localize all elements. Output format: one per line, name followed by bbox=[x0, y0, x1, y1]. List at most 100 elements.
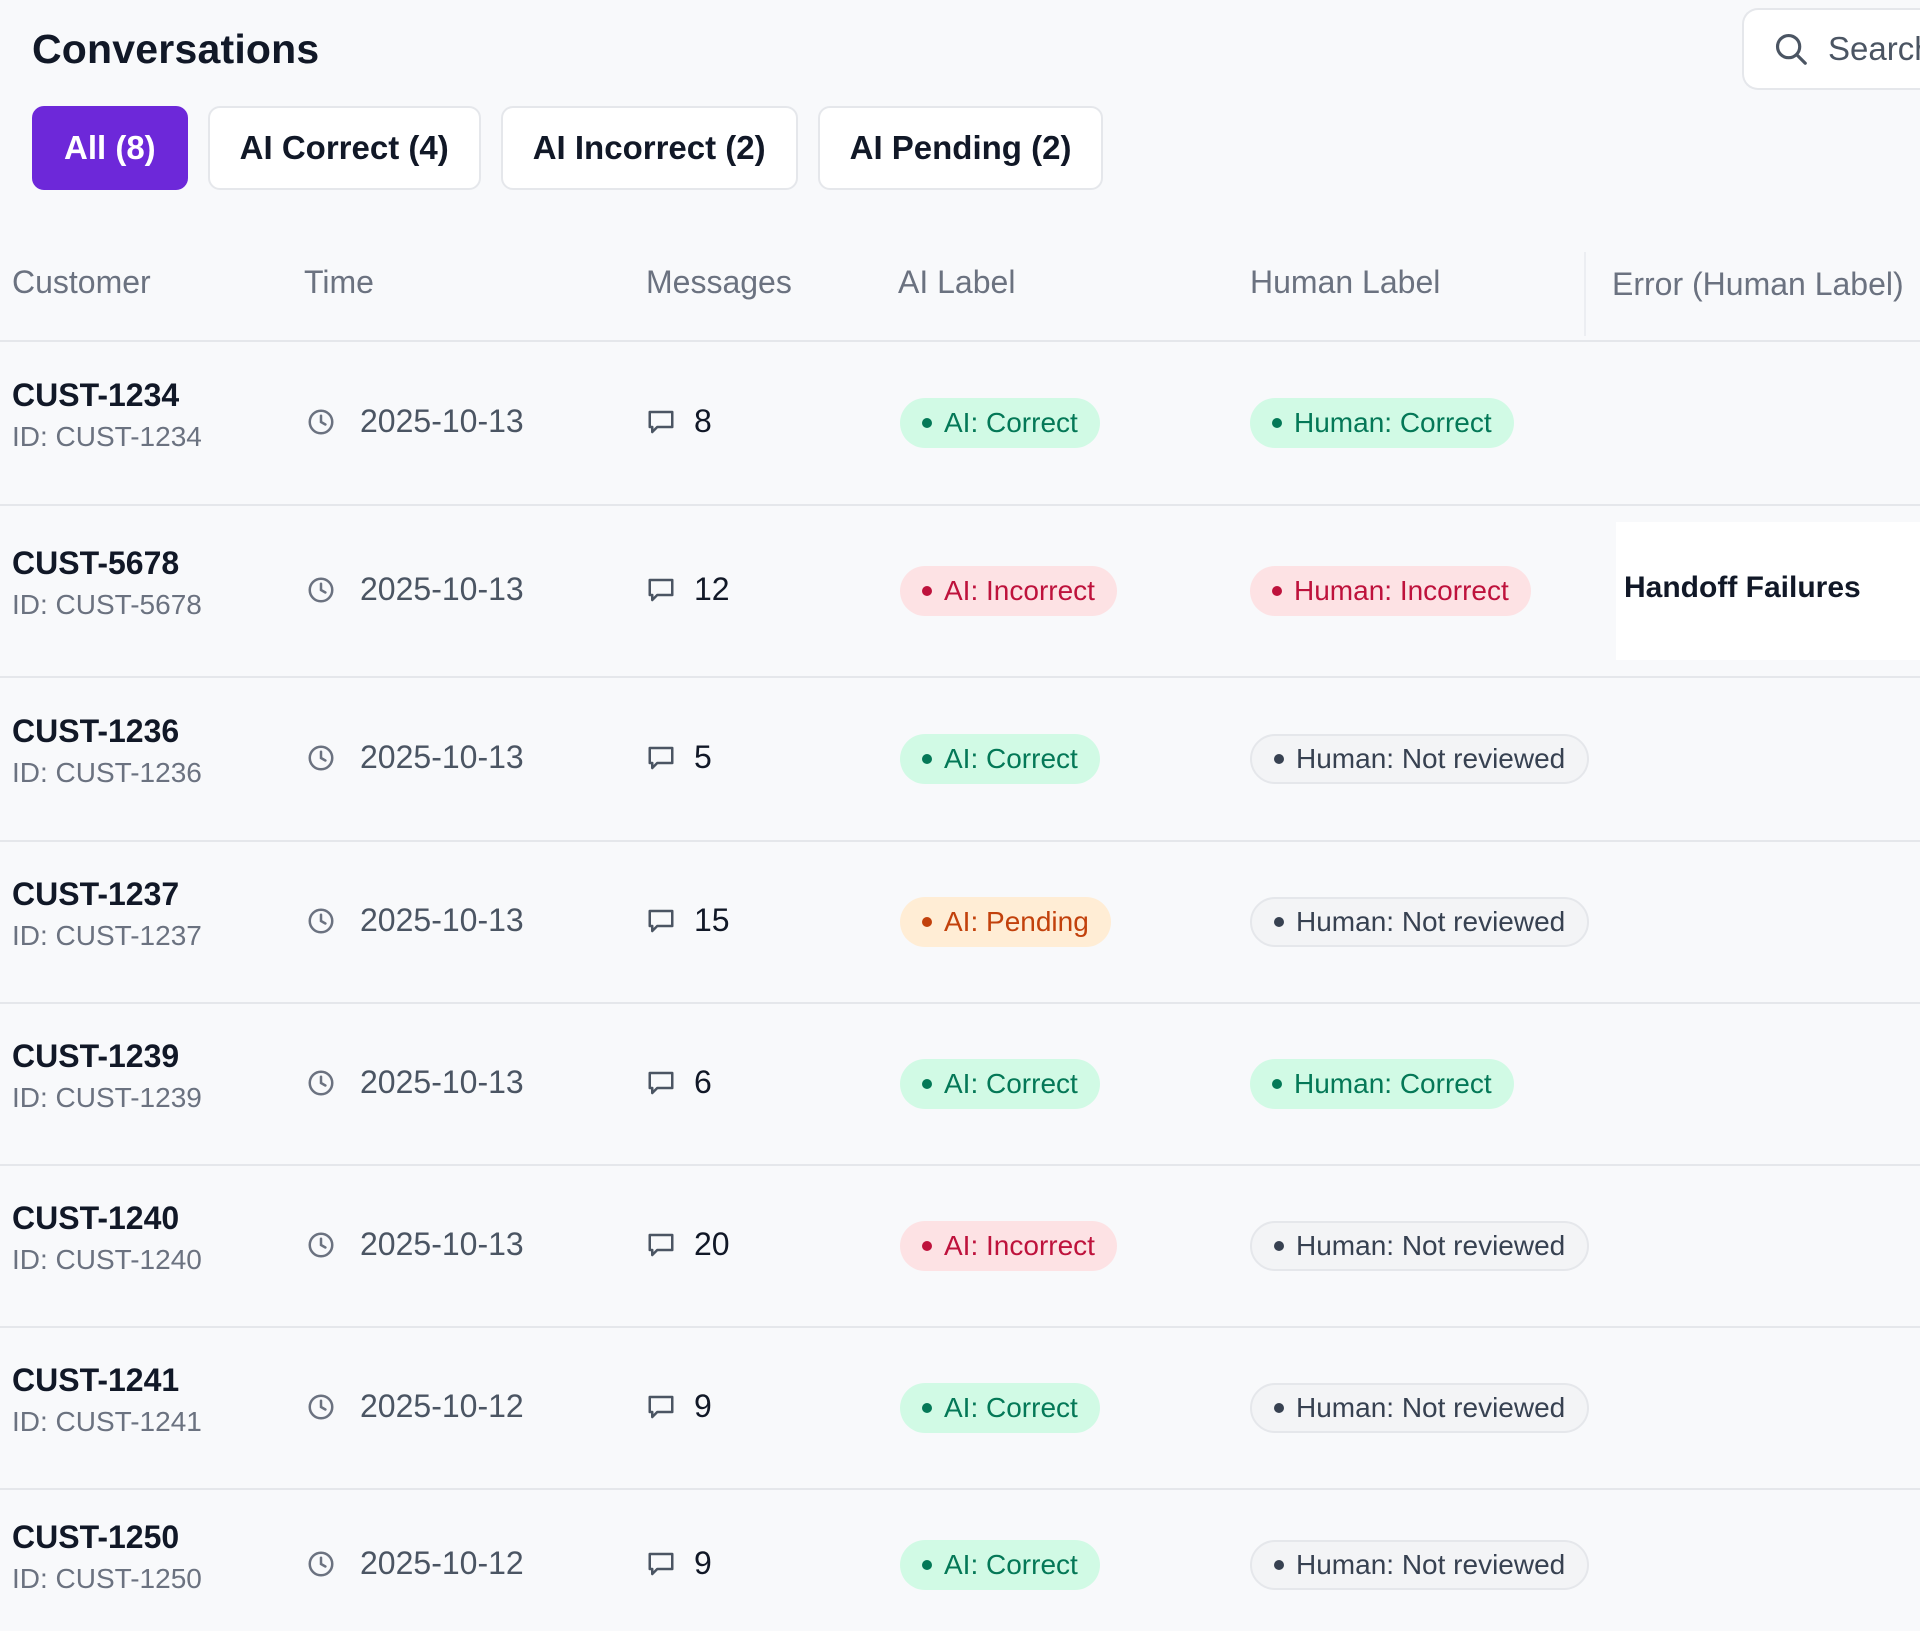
ai-label-badge: AI: Correct bbox=[900, 1540, 1100, 1590]
message-icon bbox=[646, 1392, 694, 1422]
table-row[interactable]: CUST-1234 ID: CUST-1234 2025-10-13 8 AI: Cor… bbox=[0, 342, 1920, 506]
status-dot bbox=[1272, 586, 1282, 596]
ai-label-text: AI: Correct bbox=[944, 1392, 1078, 1423]
message-count: 9 bbox=[694, 1388, 712, 1424]
error-label: Handoff Failures bbox=[1624, 571, 1861, 604]
ai-label-badge: AI: Incorrect bbox=[900, 1221, 1117, 1271]
ai-label-badge: AI: Correct bbox=[900, 1059, 1100, 1109]
human-label-text: Human: Not reviewed bbox=[1296, 1230, 1566, 1261]
human-label-badge[interactable]: Human: Correct bbox=[1250, 398, 1514, 448]
search-input[interactable] bbox=[1828, 30, 1920, 68]
message-count: 6 bbox=[694, 1064, 712, 1100]
customer-name[interactable]: CUST-1237 bbox=[12, 876, 180, 912]
customer-name[interactable]: CUST-1241 bbox=[12, 1362, 180, 1398]
message-icon bbox=[646, 575, 694, 605]
time-cell: 2025-10-13 bbox=[306, 739, 524, 776]
column-header-customer[interactable]: Customer bbox=[12, 264, 151, 300]
messages-cell: 9 bbox=[646, 1545, 712, 1582]
time-value: 2025-10-13 bbox=[360, 403, 524, 439]
table-row[interactable]: CUST-1241 ID: CUST-1241 2025-10-12 9 AI: Cor… bbox=[0, 1328, 1920, 1490]
clock-icon bbox=[306, 1068, 360, 1098]
column-header-ai-label[interactable]: AI Label bbox=[898, 264, 1016, 300]
human-label-badge[interactable]: Human: Not reviewed bbox=[1250, 1540, 1590, 1590]
filter-tabs: All (8) AI Correct (4) AI Incorrect (2) … bbox=[32, 106, 1104, 190]
human-label-badge[interactable]: Human: Not reviewed bbox=[1250, 1221, 1590, 1271]
error-cell[interactable]: Handoff Failures bbox=[1616, 522, 1920, 660]
status-dot bbox=[1272, 418, 1282, 428]
time-cell: 2025-10-12 bbox=[306, 1388, 524, 1425]
human-label-badge[interactable]: Human: Not reviewed bbox=[1250, 1383, 1590, 1433]
customer-name[interactable]: CUST-1234 bbox=[12, 377, 180, 413]
messages-cell: 8 bbox=[646, 403, 712, 440]
human-label-badge[interactable]: Human: Incorrect bbox=[1250, 566, 1531, 616]
table-body: CUST-1234 ID: CUST-1234 2025-10-13 8 AI: Cor… bbox=[0, 342, 1920, 1631]
clock-icon bbox=[306, 1392, 360, 1422]
page-title: Conversations bbox=[32, 26, 320, 72]
messages-cell: 12 bbox=[646, 571, 730, 608]
message-icon bbox=[646, 906, 694, 936]
ai-label-badge: AI: Incorrect bbox=[900, 566, 1117, 616]
table-row[interactable]: CUST-1239 ID: CUST-1239 2025-10-13 6 AI: Cor… bbox=[0, 1004, 1920, 1166]
customer-id: ID: CUST-1237 bbox=[12, 920, 202, 951]
message-icon bbox=[646, 407, 694, 437]
ai-label-text: AI: Correct bbox=[944, 407, 1078, 438]
customer-id: ID: CUST-1241 bbox=[12, 1406, 202, 1437]
status-dot bbox=[922, 754, 932, 764]
table-row[interactable]: CUST-5678 ID: CUST-5678 2025-10-13 12 AI: In… bbox=[0, 506, 1920, 678]
clock-icon bbox=[306, 1549, 360, 1579]
filter-ai-correct-button[interactable]: AI Correct (4) bbox=[207, 106, 481, 190]
time-cell: 2025-10-12 bbox=[306, 1545, 524, 1582]
time-cell: 2025-10-13 bbox=[306, 1064, 524, 1101]
human-label-text: Human: Correct bbox=[1294, 407, 1492, 438]
status-dot bbox=[922, 1241, 932, 1251]
human-label-text: Human: Not reviewed bbox=[1296, 906, 1566, 937]
table-row[interactable]: CUST-1237 ID: CUST-1237 2025-10-13 15 AI: Pe… bbox=[0, 842, 1920, 1004]
table-row[interactable]: CUST-1236 ID: CUST-1236 2025-10-13 5 AI: Cor… bbox=[0, 678, 1920, 842]
message-count: 12 bbox=[694, 571, 730, 607]
column-header-time[interactable]: Time bbox=[304, 264, 374, 300]
customer-id: ID: CUST-1239 bbox=[12, 1082, 202, 1113]
time-cell: 2025-10-13 bbox=[306, 403, 524, 440]
status-dot bbox=[922, 418, 932, 428]
messages-cell: 15 bbox=[646, 902, 730, 939]
customer-name[interactable]: CUST-1236 bbox=[12, 713, 180, 749]
message-count: 9 bbox=[694, 1545, 712, 1581]
ai-label-text: AI: Incorrect bbox=[944, 1230, 1095, 1261]
customer-name[interactable]: CUST-1240 bbox=[12, 1200, 180, 1236]
customer-id: ID: CUST-1236 bbox=[12, 757, 202, 788]
table-row[interactable]: CUST-1240 ID: CUST-1240 2025-10-13 20 AI: In… bbox=[0, 1166, 1920, 1328]
column-header-human-label[interactable]: Human Label bbox=[1250, 264, 1441, 300]
time-value: 2025-10-13 bbox=[360, 571, 524, 607]
human-label-badge[interactable]: Human: Correct bbox=[1250, 1059, 1514, 1109]
status-dot bbox=[1274, 754, 1284, 764]
human-label-badge[interactable]: Human: Not reviewed bbox=[1250, 734, 1590, 784]
status-dot bbox=[1274, 1403, 1284, 1413]
customer-name[interactable]: CUST-5678 bbox=[12, 545, 180, 581]
table-row[interactable]: CUST-1250 ID: CUST-1250 2025-10-12 9 AI: Cor… bbox=[0, 1490, 1920, 1631]
filter-ai-incorrect-button[interactable]: AI Incorrect (2) bbox=[500, 106, 798, 190]
customer-id: ID: CUST-1250 bbox=[12, 1563, 202, 1594]
message-count: 20 bbox=[694, 1226, 730, 1262]
time-value: 2025-10-13 bbox=[360, 902, 524, 938]
messages-cell: 9 bbox=[646, 1388, 712, 1425]
human-label-badge[interactable]: Human: Not reviewed bbox=[1250, 897, 1590, 947]
ai-label-badge: AI: Correct bbox=[900, 398, 1100, 448]
human-label-text: Human: Correct bbox=[1294, 1068, 1492, 1099]
customer-name[interactable]: CUST-1250 bbox=[12, 1519, 180, 1555]
search-box[interactable] bbox=[1742, 8, 1920, 90]
customer-name[interactable]: CUST-1239 bbox=[12, 1038, 180, 1074]
column-header-error[interactable]: Error (Human Label) bbox=[1612, 266, 1904, 302]
column-header-messages[interactable]: Messages bbox=[646, 264, 792, 300]
clock-icon bbox=[306, 575, 360, 605]
message-icon bbox=[646, 1549, 694, 1579]
filter-all-button[interactable]: All (8) bbox=[32, 106, 188, 190]
ai-label-text: AI: Pending bbox=[944, 906, 1089, 937]
clock-icon bbox=[306, 743, 360, 773]
status-dot bbox=[922, 586, 932, 596]
message-count: 8 bbox=[694, 403, 712, 439]
search-icon bbox=[1775, 33, 1807, 65]
ai-label-text: AI: Correct bbox=[944, 743, 1078, 774]
filter-ai-pending-button[interactable]: AI Pending (2) bbox=[817, 106, 1104, 190]
customer-id: ID: CUST-1234 bbox=[12, 421, 202, 452]
